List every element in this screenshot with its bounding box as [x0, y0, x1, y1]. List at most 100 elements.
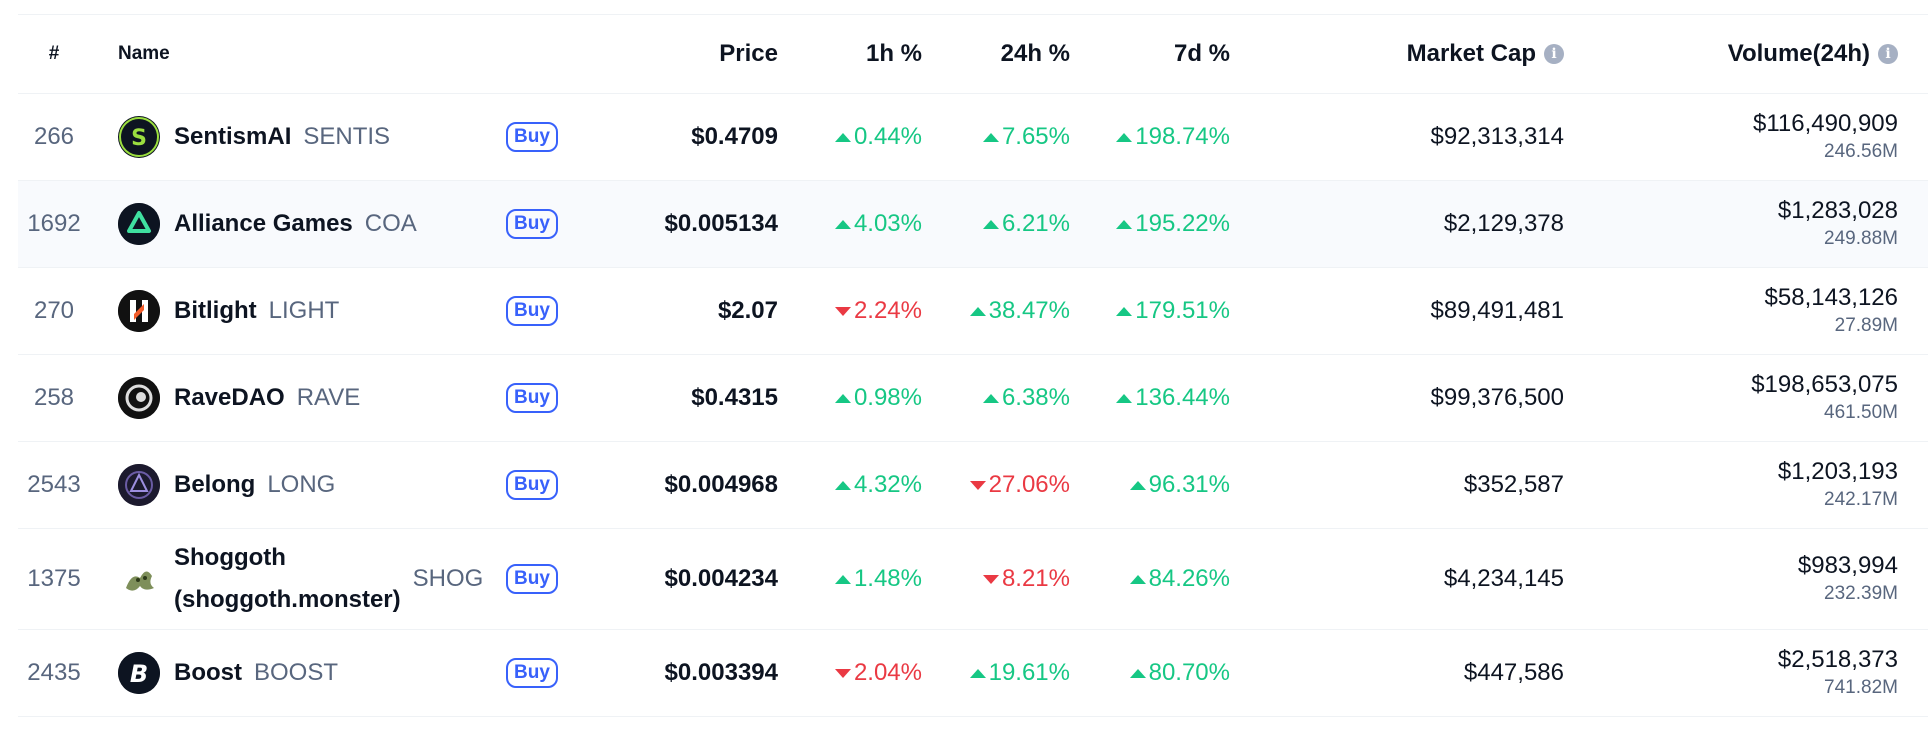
change-7d: 179.51%: [1116, 268, 1230, 354]
name-cell[interactable]: Belong LONG: [118, 442, 498, 528]
coin-name[interactable]: Bitlight: [174, 297, 257, 324]
buy-button[interactable]: Buy: [506, 296, 558, 326]
market-cap-cell: $89,491,481: [1430, 297, 1564, 324]
change-1h: 4.32%: [834, 442, 922, 528]
coin-name[interactable]: SentismAI: [174, 123, 292, 150]
header-volume[interactable]: Volume(24h) i: [1728, 15, 1898, 93]
volume-cell: $198,653,075 461.50M: [1751, 355, 1898, 441]
coin-name-line: Shoggoth: [174, 544, 286, 571]
change-7d: 84.26%: [1129, 529, 1230, 629]
table-row[interactable]: 258 RaveDAO RAVE Buy $0.4315 0.98% 6.38%…: [18, 355, 1928, 442]
caret-up-icon: [1116, 132, 1133, 142]
name-cell[interactable]: Shoggoth (shoggoth.monster) SHOG: [118, 529, 498, 629]
volume-cell: $983,994 232.39M: [1798, 529, 1898, 629]
coin-symbol: BOOST: [254, 659, 339, 686]
coin-symbol: LONG: [267, 471, 336, 498]
change-24h: 6.38%: [982, 355, 1070, 441]
name-cell[interactable]: B Boost BOOST: [118, 630, 498, 716]
change-7d-value: 179.51%: [1135, 297, 1230, 324]
market-cap-cell: $4,234,145: [1443, 565, 1564, 592]
caret-up-icon: [834, 132, 851, 142]
caret-up-icon: [1116, 306, 1133, 316]
coin-name[interactable]: Shoggoth (shoggoth.monster): [174, 537, 401, 621]
svg-text:B: B: [130, 660, 148, 688]
coin-name[interactable]: Alliance Games: [174, 210, 353, 237]
buy-button[interactable]: Buy: [506, 658, 558, 688]
name-cell[interactable]: Bitlight LIGHT: [118, 268, 498, 354]
rank-cell: 2435: [27, 659, 81, 686]
change-7d-value: 136.44%: [1135, 384, 1230, 411]
header-volume-label: Volume(24h): [1727, 40, 1870, 67]
caret-up-icon: [1129, 574, 1146, 584]
buy-button[interactable]: Buy: [506, 564, 558, 594]
table-row[interactable]: 1375 Shoggoth (shoggoth.monster) SHOG Bu…: [18, 529, 1928, 630]
buy-button[interactable]: Buy: [506, 122, 558, 152]
rank-cell: 2543: [27, 471, 81, 498]
shoggoth-logo-icon: [118, 558, 160, 600]
volume-usd[interactable]: $116,490,909: [1752, 110, 1898, 137]
table-row[interactable]: 2543 Belong LONG Buy $0.004968 4.32% 27.…: [18, 442, 1928, 529]
info-icon[interactable]: i: [1878, 44, 1898, 64]
market-cap-cell: $447,586: [1463, 659, 1564, 686]
volume-usd[interactable]: $1,283,028: [1777, 197, 1898, 224]
belong-logo-icon: [118, 464, 160, 506]
info-icon[interactable]: i: [1544, 44, 1564, 64]
change-1h: 2.04%: [834, 630, 922, 716]
alliance-games-logo-icon: [118, 203, 160, 245]
table-row[interactable]: 1692 Alliance Games COA Buy $0.005134 4.…: [18, 181, 1928, 268]
volume-cell: $116,490,909 246.56M: [1753, 94, 1898, 180]
change-1h: 0.98%: [834, 355, 922, 441]
caret-up-icon: [834, 219, 851, 229]
header-1h[interactable]: 1h %: [865, 40, 922, 67]
caret-down-icon: [969, 480, 986, 490]
header-market-cap[interactable]: Market Cap i: [1407, 15, 1564, 93]
volume-usd[interactable]: $1,203,193: [1777, 458, 1898, 485]
change-7d: 136.44%: [1116, 355, 1230, 441]
table-row[interactable]: 270 Bitlight LIGHT Buy $2.07 2.24% 38.47…: [18, 268, 1928, 355]
table-row[interactable]: 266 S SentismAI SENTIS Buy $0.4709 0.44%…: [18, 94, 1928, 181]
rank-cell: 270: [33, 297, 75, 324]
market-cap-cell: $99,376,500: [1430, 384, 1564, 411]
volume-usd[interactable]: $198,653,075: [1751, 371, 1898, 398]
change-24h: 27.06%: [969, 442, 1070, 528]
price-cell: $2.07: [717, 297, 778, 324]
header-price[interactable]: Price: [719, 40, 778, 67]
change-24h: 38.47%: [969, 268, 1070, 354]
volume-usd[interactable]: $2,518,373: [1777, 646, 1898, 673]
change-1h: 0.44%: [834, 94, 922, 180]
name-cell[interactable]: Alliance Games COA: [118, 181, 498, 267]
change-7d-value: 96.31%: [1148, 471, 1230, 498]
caret-up-icon: [834, 393, 851, 403]
volume-usd[interactable]: $983,994: [1797, 552, 1898, 579]
table-row[interactable]: 2435 B Boost BOOST Buy $0.003394 2.04% 1…: [18, 630, 1928, 717]
header-rank[interactable]: #: [48, 43, 60, 64]
change-7d-value: 84.26%: [1148, 565, 1230, 592]
change-7d: 96.31%: [1129, 442, 1230, 528]
price-cell: $0.005134: [664, 210, 778, 237]
change-7d-value: 80.70%: [1148, 659, 1230, 686]
volume-usd[interactable]: $58,143,126: [1764, 284, 1898, 311]
price-cell: $0.4315: [691, 384, 778, 411]
header-name[interactable]: Name: [118, 43, 170, 64]
volume-cell: $1,283,028 249.88M: [1778, 181, 1898, 267]
name-cell[interactable]: RaveDAO RAVE: [118, 355, 498, 441]
coin-symbol: LIGHT: [268, 297, 340, 324]
volume-token: 461.50M: [1824, 402, 1898, 423]
coin-name[interactable]: Belong: [174, 471, 256, 498]
change-24h: 19.61%: [969, 630, 1070, 716]
coin-name[interactable]: RaveDAO: [174, 384, 285, 411]
buy-button[interactable]: Buy: [506, 470, 558, 500]
buy-button[interactable]: Buy: [506, 383, 558, 413]
boost-logo-icon: B: [118, 652, 160, 694]
buy-button[interactable]: Buy: [506, 209, 558, 239]
rank-cell: 1375: [27, 565, 81, 592]
name-cell[interactable]: S SentismAI SENTIS: [118, 94, 498, 180]
price-cell: $0.003394: [664, 659, 778, 686]
caret-up-icon: [834, 574, 851, 584]
header-24h[interactable]: 24h %: [1000, 40, 1070, 67]
change-24h-value: 6.38%: [1001, 384, 1070, 411]
header-7d[interactable]: 7d %: [1173, 40, 1230, 67]
coin-name[interactable]: Boost: [174, 659, 242, 686]
coin-symbol: SENTIS: [303, 123, 391, 150]
caret-up-icon: [982, 132, 999, 142]
